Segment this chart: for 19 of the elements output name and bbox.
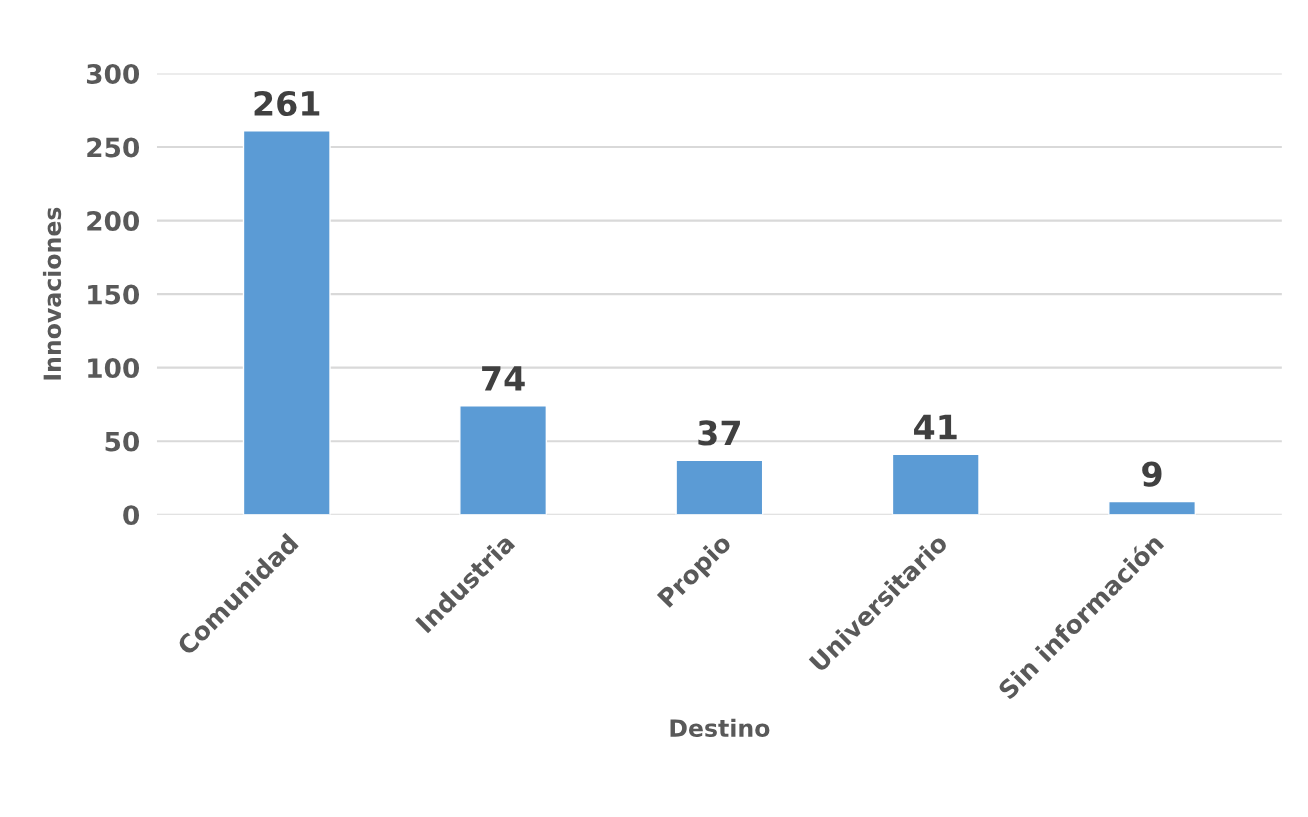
data-label: 261 <box>254 90 320 117</box>
y-tick-label: 200 <box>87 211 140 231</box>
y-tick-label: 250 <box>87 137 140 158</box>
bar <box>675 459 764 515</box>
data-label: 74 <box>482 366 525 391</box>
y-tick-label: 50 <box>105 431 140 452</box>
bar <box>891 453 980 515</box>
y-tick-label: 300 <box>86 63 140 84</box>
bar <box>1108 500 1197 515</box>
bar <box>459 405 548 515</box>
y-tick-label: 150 <box>88 284 140 305</box>
x-axis-title: Destino <box>670 718 770 737</box>
y-tick-label: 0 <box>123 505 140 526</box>
data-label: 37 <box>698 420 740 446</box>
bar <box>242 130 331 515</box>
y-tick-label: 100 <box>88 358 140 379</box>
data-label: 41 <box>914 414 957 440</box>
y-axis-title: Innovaciones <box>42 207 62 380</box>
data-label: 9 <box>1142 461 1162 487</box>
